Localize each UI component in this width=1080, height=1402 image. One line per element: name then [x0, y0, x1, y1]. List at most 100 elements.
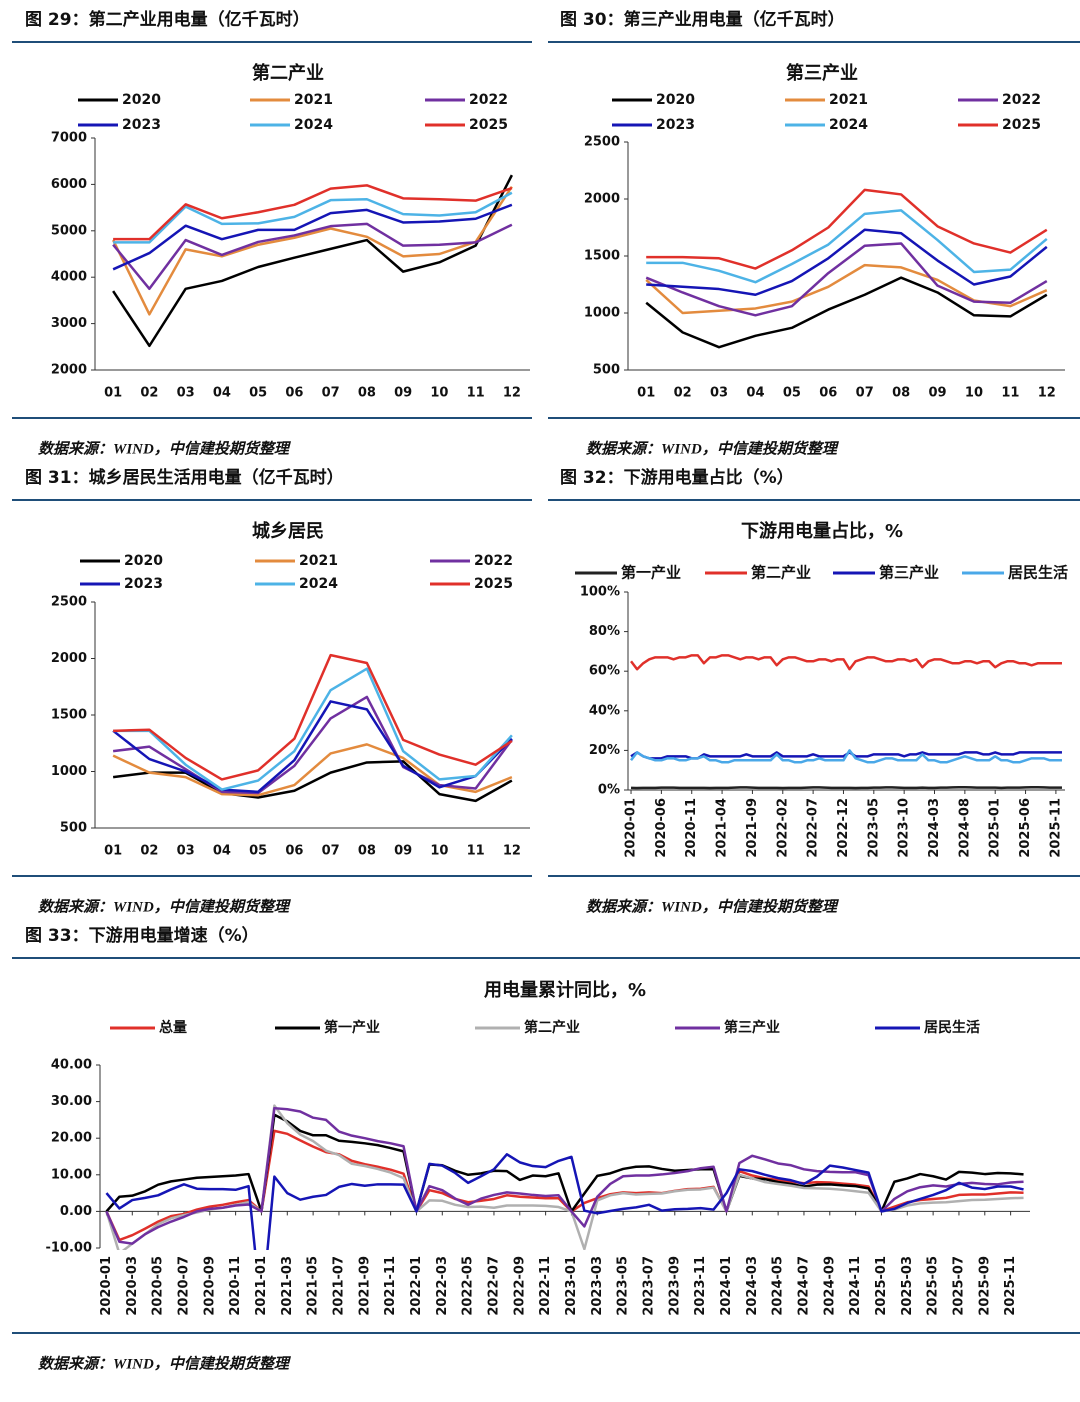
- plot-area: [105, 1104, 1024, 1250]
- chart-title: 第三产业: [786, 62, 858, 84]
- y-tick-label: 6000: [51, 177, 87, 192]
- x-tick-label: 01: [104, 386, 122, 401]
- x-tick-label: 2025-07: [951, 1256, 966, 1316]
- figure-caption: 图 31：城乡居民生活用电量（亿千瓦时）: [25, 467, 344, 488]
- x-tick-label: 2023-05: [866, 798, 881, 858]
- x-tick-label: 2024-01: [719, 1256, 734, 1316]
- x-tick-label: 2020-09: [202, 1256, 217, 1316]
- legend-label: 2020: [656, 92, 695, 108]
- legend-label: 2025: [474, 576, 513, 592]
- y-tick-label: 2000: [584, 192, 620, 207]
- x-tick-label: 2022-01: [409, 1256, 424, 1316]
- y-tick-label: 100%: [580, 585, 620, 600]
- x-tick-label: 06: [819, 386, 837, 401]
- x-tick-label: 06: [285, 844, 303, 859]
- x-tick-label: 08: [892, 386, 910, 401]
- series-line: [113, 191, 513, 244]
- series-line: [112, 222, 513, 291]
- y-tick-label: 7000: [51, 131, 87, 146]
- y-tick-label: 60%: [589, 664, 620, 679]
- legend-label: 2022: [474, 553, 513, 569]
- x-tick-label: 07: [856, 386, 874, 401]
- x-tick-label: 2023-03: [590, 1256, 605, 1316]
- series-line: [112, 203, 513, 271]
- y-tick-label: 20.00: [51, 1131, 92, 1146]
- x-tick-label: 2025-01: [874, 1256, 889, 1316]
- x-tick-label: 04: [213, 386, 231, 401]
- x-tick-label: 2021-03: [280, 1256, 295, 1316]
- y-tick-label: 0%: [598, 783, 620, 798]
- legend-label: 2022: [1002, 92, 1041, 108]
- source-note: 数据来源：WIND，中信建投期货整理: [586, 897, 840, 915]
- figure-caption: 图 32：下游用电量占比（%）: [560, 467, 794, 488]
- x-tick-label: 2024-07: [796, 1256, 811, 1316]
- x-tick-label: 2022-02: [775, 798, 790, 858]
- y-tick-label: 4000: [51, 270, 87, 285]
- x-tick-label: 11: [1001, 386, 1019, 401]
- legend-label: 2021: [299, 553, 338, 569]
- x-tick-label: 2022-12: [836, 798, 851, 858]
- x-tick-label: 2023-05: [616, 1256, 631, 1316]
- x-tick-label: 03: [177, 386, 195, 401]
- legend-label: 第一产业: [324, 1019, 380, 1036]
- series-line: [112, 186, 513, 316]
- legend-label: 第三产业: [724, 1019, 780, 1036]
- y-tick-label: 40.00: [51, 1058, 92, 1073]
- y-tick-label: 80%: [589, 624, 620, 639]
- legend-label: 总量: [159, 1019, 187, 1036]
- plot-area: [630, 654, 1062, 790]
- legend-label: 居民生活: [924, 1019, 980, 1036]
- plot-area: [112, 174, 513, 348]
- chart-title: 下游用电量占比，%: [741, 520, 903, 542]
- legend-label: 居民生活: [1008, 564, 1068, 582]
- series-line: [113, 667, 513, 791]
- legend-label: 第一产业: [621, 564, 681, 582]
- series-line: [113, 653, 513, 781]
- x-tick-label: 2025-01: [988, 798, 1003, 858]
- legend-label: 2025: [469, 117, 508, 133]
- x-tick-label: 2024-11: [848, 1256, 863, 1316]
- x-tick-label: 10: [965, 386, 983, 401]
- y-tick-label: 1500: [51, 708, 87, 723]
- y-tick-label: 1000: [51, 764, 87, 779]
- y-tick-label: 5000: [51, 223, 87, 238]
- x-tick-label: 2023-10: [897, 798, 912, 858]
- x-tick-label: 10: [430, 844, 448, 859]
- legend-label: 第二产业: [524, 1019, 580, 1036]
- source-note: 数据来源：WIND，中信建投期货整理: [38, 1354, 292, 1372]
- y-tick-label: 2000: [51, 651, 87, 666]
- x-tick-label: 05: [249, 844, 267, 859]
- x-tick-label: 2021-01: [254, 1256, 269, 1316]
- x-tick-label: 09: [928, 386, 946, 401]
- x-tick-label: 11: [467, 386, 485, 401]
- legend-label: 2020: [122, 92, 161, 108]
- series-line: [645, 276, 1048, 349]
- x-tick-label: 2025-11: [1048, 798, 1063, 858]
- series-line: [112, 174, 513, 348]
- y-tick-label: 10.00: [51, 1167, 92, 1182]
- x-tick-label: 11: [467, 844, 485, 859]
- legend-label: 2022: [469, 92, 508, 108]
- x-tick-label: 2021-04: [715, 798, 730, 858]
- y-tick-label: 0.00: [60, 1204, 92, 1219]
- x-tick-label: 2023-09: [667, 1256, 682, 1316]
- figure-caption: 图 30：第三产业用电量（亿千瓦时）: [560, 9, 845, 30]
- x-tick-label: 2022-05: [461, 1256, 476, 1316]
- x-tick-label: 2025-09: [977, 1256, 992, 1316]
- legend-label: 2024: [829, 117, 868, 133]
- plot-area: [645, 188, 1048, 349]
- x-tick-label: 2021-09: [745, 798, 760, 858]
- y-tick-label: 1500: [584, 249, 620, 264]
- legend-label: 第二产业: [751, 564, 811, 582]
- x-tick-label: 2024-05: [771, 1256, 786, 1316]
- x-tick-label: 2025-11: [1003, 1256, 1018, 1316]
- x-tick-label: 2024-09: [822, 1256, 837, 1316]
- source-note: 数据来源：WIND，中信建投期货整理: [38, 897, 292, 915]
- chart-title: 第二产业: [252, 62, 324, 84]
- x-tick-label: 2021-09: [357, 1256, 372, 1316]
- y-tick-label: 2000: [51, 363, 87, 378]
- series-line: [113, 184, 513, 241]
- y-tick-label: 2500: [584, 135, 620, 150]
- figure-caption: 图 29：第二产业用电量（亿千瓦时）: [25, 9, 310, 30]
